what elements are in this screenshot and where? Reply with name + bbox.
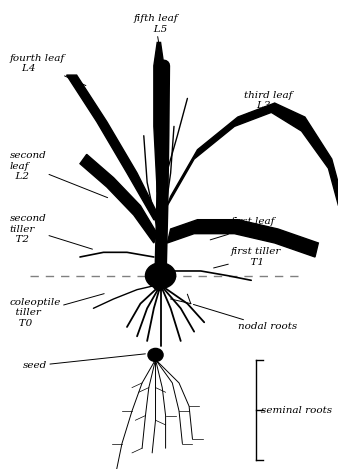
Polygon shape <box>66 75 161 219</box>
Polygon shape <box>167 219 318 257</box>
Polygon shape <box>154 42 164 192</box>
Ellipse shape <box>148 348 163 362</box>
Text: third leaf
    L3: third leaf L3 <box>230 91 293 125</box>
Text: first leaf
    L1: first leaf L1 <box>210 217 275 240</box>
Text: seed: seed <box>23 354 145 370</box>
Text: coleoptile
  tiller
   T0: coleoptile tiller T0 <box>9 294 104 328</box>
Text: seminal roots: seminal roots <box>261 406 332 415</box>
Polygon shape <box>167 103 275 206</box>
Text: fourth leaf
    L4: fourth leaf L4 <box>9 54 86 85</box>
Text: nodal roots: nodal roots <box>194 304 297 331</box>
Polygon shape <box>80 154 157 243</box>
Text: second
tiller
  T2: second tiller T2 <box>9 214 92 249</box>
Text: second
leaf
  L2: second leaf L2 <box>9 151 107 198</box>
Text: fifth leaf
   L5: fifth leaf L5 <box>133 15 178 47</box>
Polygon shape <box>271 103 342 206</box>
Ellipse shape <box>146 263 176 288</box>
Text: first tiller
      T1: first tiller T1 <box>214 247 281 268</box>
